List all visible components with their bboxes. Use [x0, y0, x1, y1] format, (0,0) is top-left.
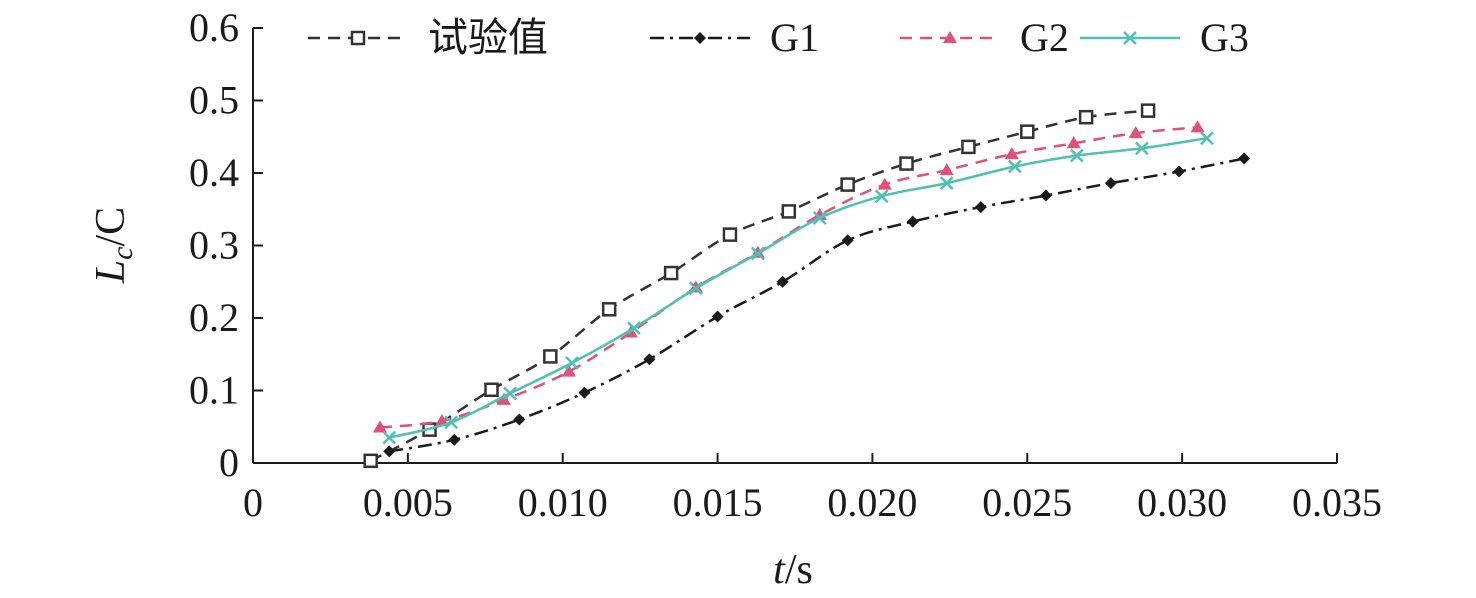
legend-label: 试验值 — [428, 15, 548, 60]
y-ticks: 0 0.1 0.2 0.3 0.4 0.5 0.6 — [189, 5, 263, 485]
data-point — [1104, 177, 1117, 190]
data-point — [513, 413, 526, 426]
x-tick-label: 0.010 — [518, 480, 608, 525]
data-point — [1066, 136, 1081, 149]
y-tick-label: 0 — [219, 440, 239, 485]
data-point — [383, 445, 396, 458]
data-point — [694, 32, 706, 44]
data-point — [543, 349, 558, 364]
data-point — [1020, 124, 1035, 139]
y-tick-label: 0.2 — [189, 295, 239, 340]
data-point — [561, 364, 576, 377]
data-point — [434, 413, 449, 426]
y-tick-label: 0.4 — [189, 150, 239, 195]
x-tick-label: 0.025 — [982, 480, 1072, 525]
data-point — [1134, 141, 1149, 156]
data-point — [689, 281, 703, 296]
data-point — [906, 215, 919, 228]
data-point — [840, 177, 855, 192]
data-point — [643, 353, 656, 366]
axes: 0 0.1 0.2 0.3 0.4 0.5 0.6 0 0.005 0.010 0.015 0.02… — [189, 5, 1382, 525]
data-point — [711, 310, 724, 323]
data-point — [943, 31, 957, 43]
legend: 试验值 G1 G2 G3 — [308, 15, 1249, 60]
data-point — [877, 177, 892, 190]
series-layer — [363, 103, 1251, 469]
data-point — [484, 382, 499, 398]
legend-item: 试验值 — [308, 15, 548, 60]
data-point — [961, 139, 976, 155]
series-g1 — [383, 152, 1251, 458]
data-point — [372, 420, 387, 433]
x-tick-label: 0.030 — [1137, 480, 1227, 525]
data-point — [565, 356, 579, 370]
x-tick-label: 0.015 — [673, 480, 763, 525]
data-point — [1238, 152, 1251, 165]
data-point — [1140, 103, 1156, 118]
data-point — [1200, 131, 1214, 146]
data-point — [663, 265, 679, 281]
data-point — [939, 176, 954, 191]
series-line — [389, 136, 1208, 439]
data-point — [899, 156, 914, 171]
data-point — [627, 321, 641, 336]
legend-item: G3 — [1080, 15, 1249, 60]
x-tick-label: 0.035 — [1292, 480, 1382, 525]
y-tick-label: 0.6 — [189, 5, 239, 50]
legend-item: G1 — [650, 15, 819, 60]
y-tick-label: 0.1 — [189, 368, 239, 413]
data-point — [1004, 147, 1019, 160]
data-point — [750, 246, 765, 261]
data-point — [363, 453, 378, 469]
data-point — [350, 30, 366, 46]
data-point — [448, 433, 461, 446]
data-point — [1173, 165, 1186, 178]
legend-label: G3 — [1200, 15, 1249, 60]
data-point — [812, 211, 827, 225]
data-point — [974, 201, 987, 214]
series-line — [389, 157, 1245, 453]
data-point — [1039, 189, 1052, 202]
legend-item: G2 — [900, 15, 1069, 60]
data-point — [841, 234, 854, 247]
x-tick-label: 0 — [243, 480, 263, 525]
data-point — [874, 189, 889, 204]
legend-label: G1 — [770, 15, 819, 60]
data-point — [578, 386, 591, 399]
data-point — [382, 430, 397, 445]
data-point — [1190, 120, 1205, 133]
data-point — [776, 275, 789, 288]
data-point — [781, 204, 797, 219]
x-tick-label: 0.020 — [827, 480, 917, 525]
data-point — [1128, 126, 1143, 139]
x-tick-label: 0.005 — [363, 480, 453, 525]
y-tick-label: 0.3 — [189, 223, 239, 268]
data-point — [503, 386, 517, 401]
x-axis-label: t/s — [773, 547, 813, 593]
data-point — [601, 302, 617, 317]
series-试验值 — [363, 103, 1156, 469]
legend-label: G2 — [1020, 15, 1069, 60]
y-axis-label: Lc/C — [88, 207, 139, 284]
data-point — [1123, 31, 1137, 45]
x-ticks: 0 0.005 0.010 0.015 0.020 0.025 0.030 0.035 — [243, 453, 1382, 525]
y-tick-label: 0.5 — [189, 78, 239, 123]
data-point — [1069, 148, 1084, 163]
data-point — [444, 415, 459, 430]
data-point — [722, 227, 738, 242]
data-point — [939, 163, 954, 176]
data-point — [1008, 159, 1022, 174]
data-point — [1078, 109, 1094, 125]
series-g3 — [382, 131, 1214, 445]
